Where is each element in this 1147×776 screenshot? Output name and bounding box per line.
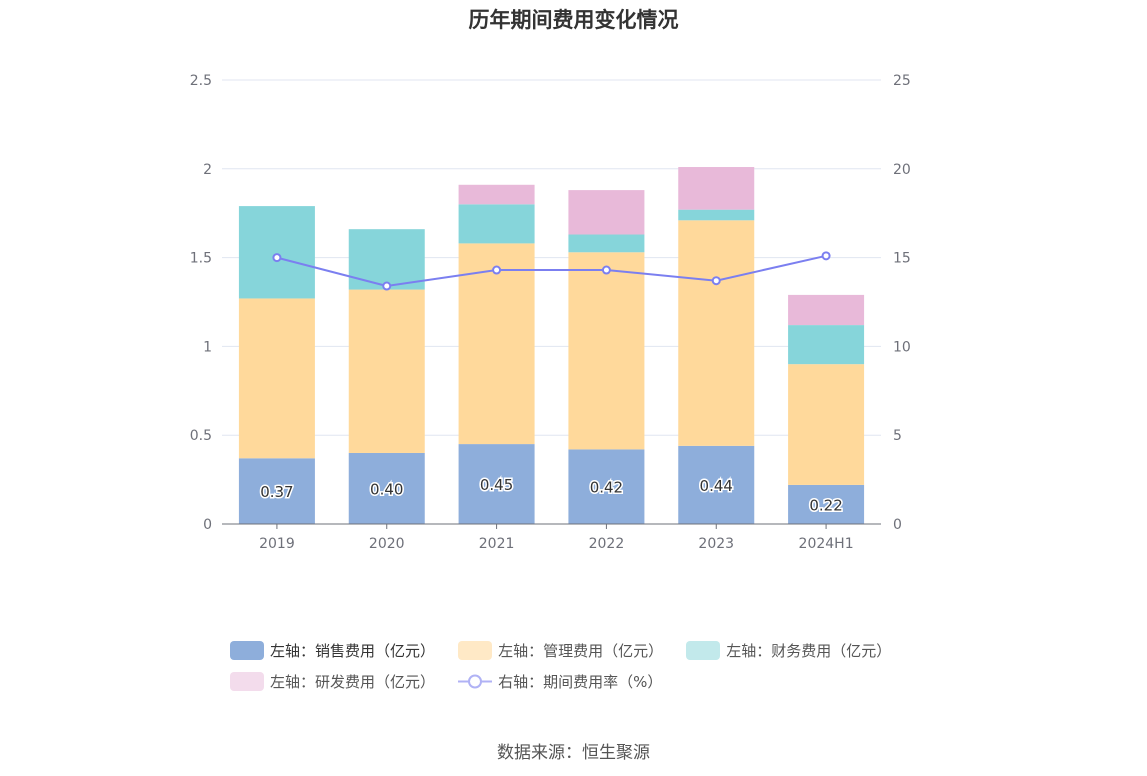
data-labels: 0.37 0.40 0.45 0.42 0.44 0.22 [259, 475, 845, 516]
bar-segment-0 [238, 458, 315, 524]
bar-segment-2 [238, 206, 315, 299]
legend-swatch-sales [230, 641, 264, 660]
legend-item-rate[interactable]: 右轴：期间费用率（%） [458, 671, 662, 692]
bar-segment-0 [458, 444, 535, 524]
rate-line-point [272, 253, 282, 263]
bar-segment-2 [788, 325, 865, 365]
bar-data-label: 0.37 [260, 483, 293, 501]
left-axis-tick-label: 1.5 [190, 251, 212, 267]
rate-line-path [276, 254, 827, 288]
rate-line-point [492, 265, 502, 275]
axes: 0 0.5 1 1.5 2 2.5 0 5 10 15 20 25 2019 2020 2021 2022 20… [190, 73, 911, 552]
bar-data-label: 0.22 [809, 496, 842, 514]
bar-segment-0 [348, 452, 425, 524]
bar-data-label: 0.44 [700, 477, 733, 495]
rate-line-point [601, 265, 611, 275]
bar-segment-3 [458, 184, 535, 205]
legend-label-rate: 右轴：期间费用率（%） [498, 673, 663, 691]
legend-label-admin: 左轴：管理费用（亿元） [498, 642, 664, 660]
right-axis-tick-label: 15 [893, 251, 911, 267]
legend-swatch-finance [686, 641, 721, 660]
bar-segment-1 [458, 243, 535, 445]
legend-item-finance[interactable]: 左轴：财务费用（亿元） [686, 640, 891, 661]
bar-segment-3 [568, 190, 645, 235]
grid-lines [222, 79, 881, 436]
rate-line-point [821, 251, 831, 261]
bar-segment-2 [568, 234, 645, 253]
bar-segment-3 [788, 294, 865, 326]
bar-segment-0 [568, 449, 645, 524]
legend-line-rate-icon [458, 672, 493, 691]
x-axis-tick-label: 2021 [479, 536, 515, 552]
legend-label-finance: 左轴：财务费用（亿元） [726, 642, 892, 660]
chart-title: 历年期间费用变化情况 [468, 8, 679, 32]
bar-segment-1 [348, 289, 425, 453]
left-axis-tick-label: 2 [203, 162, 212, 178]
legend-swatch-admin [458, 641, 493, 660]
bar-segment-2 [678, 209, 755, 221]
rate-line-point [711, 276, 721, 286]
bar-segment-2 [458, 204, 535, 244]
legend-swatch-rd [230, 672, 264, 691]
left-axis-tick-label: 0 [203, 517, 212, 533]
right-axis-tick-label: 25 [893, 73, 911, 89]
bar-segment-0 [678, 445, 755, 524]
chart-area: 0 0.5 1 1.5 2 2.5 0 5 10 15 20 25 2019 2020 2021 2022 20… [190, 73, 911, 552]
legend-item-sales[interactable]: 左轴：销售费用（亿元） [230, 640, 435, 661]
legend-label-sales: 左轴：销售费用（亿元） [270, 642, 436, 660]
bar-data-label: 0.45 [480, 476, 513, 494]
rate-line [272, 251, 831, 291]
legend-label-rd: 左轴：研发费用（亿元） [270, 673, 436, 691]
x-axis-tick-label: 2020 [369, 536, 405, 552]
right-axis-tick-label: 0 [893, 517, 902, 533]
x-axis-tick-label: 2022 [589, 536, 625, 552]
right-axis-tick-label: 10 [893, 339, 911, 355]
left-axis-tick-label: 1 [203, 339, 212, 355]
bar-segment-1 [788, 364, 865, 485]
x-axis-tick-label: 2024H1 [799, 536, 854, 552]
data-source: 数据来源：恒生聚源 [497, 743, 650, 763]
left-axis-tick-label: 2.5 [190, 73, 212, 89]
rate-line-point [382, 281, 392, 291]
bar-data-label: 0.40 [370, 480, 403, 498]
bar-data-label: 0.42 [590, 479, 623, 497]
bar-segment-1 [568, 252, 645, 450]
bars [238, 167, 865, 524]
x-axis-tick-label: 2019 [259, 536, 295, 552]
bar-segment-1 [678, 220, 755, 446]
bar-segment-1 [238, 298, 315, 459]
bar-segment-0 [788, 484, 865, 524]
right-axis-tick-label: 5 [893, 428, 902, 444]
left-axis-tick-label: 0.5 [190, 428, 212, 444]
right-axis-tick-label: 20 [893, 162, 911, 178]
legend-item-rd[interactable]: 左轴：研发费用（亿元） [230, 671, 435, 692]
x-axis-tick-label: 2023 [698, 536, 734, 552]
legend-item-admin[interactable]: 左轴：管理费用（亿元） [458, 640, 663, 661]
bar-segment-3 [678, 167, 755, 210]
legend: 左轴：销售费用（亿元） 左轴：管理费用（亿元） 左轴：财务费用（亿元） 左轴：研… [230, 640, 930, 702]
bar-segment-2 [348, 229, 425, 290]
